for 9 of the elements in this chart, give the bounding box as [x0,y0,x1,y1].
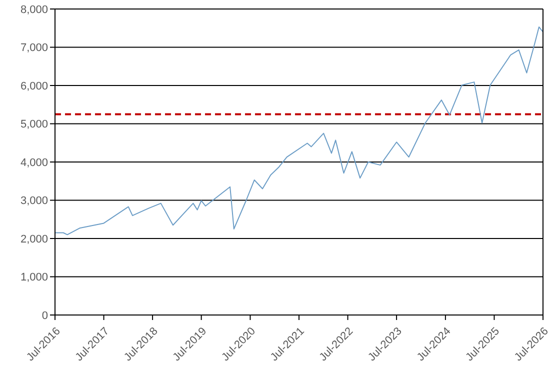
y-tick-label: 3,000 [20,195,48,208]
y-tick-label: 7,000 [20,42,48,54]
y-tick-label: 1,000 [20,272,48,284]
y-tick-label: 4,000 [20,156,48,169]
y-tick-label: 5,000 [20,118,48,131]
y-tick-label: 2,000 [20,233,48,246]
y-tick-label: 8,000 [20,4,48,16]
y-tick-label: 0 [42,310,48,322]
y-tick-label: 6,000 [20,80,48,92]
